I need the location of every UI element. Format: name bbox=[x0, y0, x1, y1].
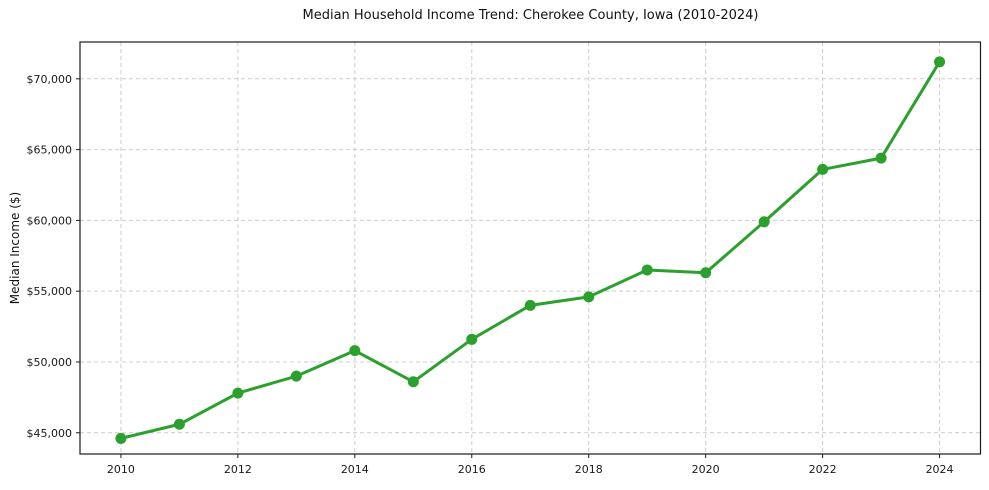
data-point-marker bbox=[934, 56, 946, 68]
y-tick-label: $60,000 bbox=[27, 214, 73, 227]
data-point-marker bbox=[232, 387, 244, 399]
chart-title: Median Household Income Trend: Cherokee … bbox=[302, 8, 759, 23]
x-tick-label: 2024 bbox=[926, 463, 954, 476]
income-trend-line bbox=[119, 60, 942, 440]
data-point-marker bbox=[641, 264, 653, 276]
x-tick-label: 2014 bbox=[341, 463, 369, 476]
data-point-marker bbox=[700, 267, 712, 279]
x-tick-label: 2018 bbox=[575, 463, 603, 476]
data-point-marker bbox=[466, 333, 478, 345]
data-point-marker bbox=[524, 299, 536, 311]
y-tick-label: $65,000 bbox=[27, 144, 73, 157]
plot-border bbox=[79, 41, 982, 455]
data-point-marker bbox=[173, 418, 185, 430]
data-point-marker bbox=[290, 370, 302, 382]
y-tick-label: $70,000 bbox=[27, 73, 73, 86]
x-tick-label: 2020 bbox=[692, 463, 720, 476]
y-tick-label: $45,000 bbox=[27, 427, 73, 440]
x-tick-label: 2022 bbox=[809, 463, 837, 476]
data-point-marker bbox=[583, 291, 595, 303]
data-point-marker bbox=[407, 376, 419, 388]
x-tick-label: 2016 bbox=[458, 463, 486, 476]
x-tick-label: 2010 bbox=[107, 463, 135, 476]
y-tick-label: $55,000 bbox=[27, 285, 73, 298]
y-tick-label: $50,000 bbox=[27, 356, 73, 369]
data-point-marker bbox=[817, 163, 829, 175]
data-point-marker bbox=[349, 345, 361, 357]
data-point-marker bbox=[758, 216, 770, 228]
x-tick-label: 2012 bbox=[224, 463, 252, 476]
data-point-marker bbox=[875, 152, 887, 164]
data-point-marker bbox=[115, 432, 127, 444]
